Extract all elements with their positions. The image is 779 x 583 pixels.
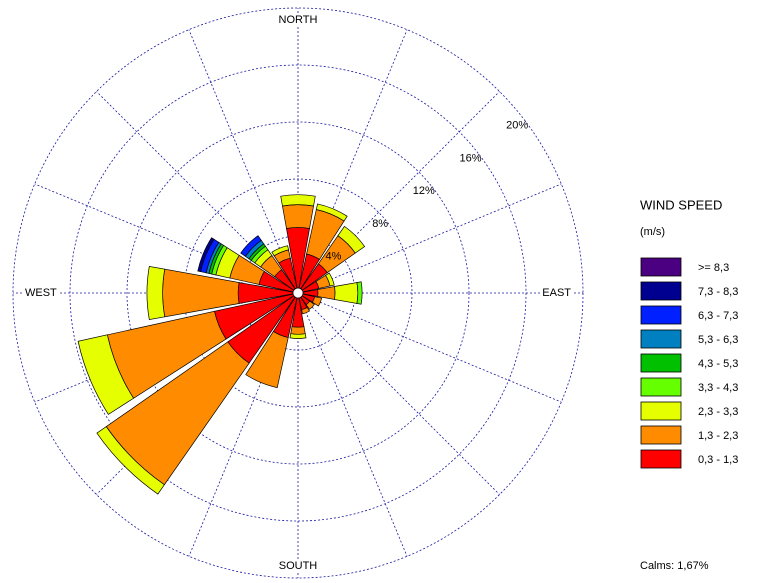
direction-label: EAST xyxy=(542,287,571,299)
spoke xyxy=(188,292,299,557)
spoke xyxy=(34,292,299,403)
spoke xyxy=(297,292,408,557)
ring-label: 12% xyxy=(413,185,435,197)
sector-segment xyxy=(240,235,262,257)
sector-segment xyxy=(337,225,366,254)
legend-swatch xyxy=(640,377,682,397)
legend-swatch xyxy=(640,305,682,325)
legend-swatch xyxy=(640,425,682,445)
legend-swatch xyxy=(640,353,682,373)
legend-swatch xyxy=(640,401,682,421)
sector-segment xyxy=(301,306,311,315)
sector-segment xyxy=(146,266,166,320)
sector-segment xyxy=(325,272,335,287)
calm-center xyxy=(292,287,304,299)
label-bg xyxy=(24,286,59,299)
legend-swatch xyxy=(640,257,682,277)
direction-label: SOUTH xyxy=(279,560,318,572)
sector-segment xyxy=(197,237,215,273)
sector-segment xyxy=(282,204,314,229)
sector-segment xyxy=(356,281,363,305)
sector-segment xyxy=(289,333,307,339)
legend-subtitle: (m/s) xyxy=(640,226,665,238)
legend-label: 5,3 - 6,3 xyxy=(698,334,738,346)
spoke xyxy=(34,183,299,294)
grid-ring xyxy=(126,121,470,465)
legend-label: 0,3 - 1,3 xyxy=(698,454,738,466)
direction-label: NORTH xyxy=(279,14,318,26)
spoke xyxy=(297,292,562,403)
label-bg xyxy=(277,559,319,572)
legend-label: 7,3 - 8,3 xyxy=(698,286,738,298)
sector-segment xyxy=(311,296,323,307)
sector-segment xyxy=(305,300,315,310)
calms-note: Calms: 1,67% xyxy=(640,560,709,572)
ring-label: 8% xyxy=(372,218,388,230)
legend-swatch xyxy=(640,281,682,301)
sector-segment xyxy=(245,330,289,389)
spoke xyxy=(96,91,299,294)
spoke xyxy=(297,183,562,294)
ring-label: 16% xyxy=(459,152,481,164)
sector-segment xyxy=(96,426,165,495)
legend-label: 1,3 - 2,3 xyxy=(698,430,738,442)
legend-label: 3,3 - 4,3 xyxy=(698,382,738,394)
spoke xyxy=(188,29,299,294)
legend-swatch xyxy=(640,329,682,349)
legend-title: WIND SPEED xyxy=(640,197,722,212)
label-bg xyxy=(277,13,319,26)
sector-segment xyxy=(271,245,289,257)
sector-segment xyxy=(290,326,306,335)
grid-ring xyxy=(12,7,584,579)
spoke xyxy=(297,29,408,294)
ring-label: 20% xyxy=(506,120,528,132)
sector-segment xyxy=(315,203,348,222)
ring-label: 4% xyxy=(326,251,342,263)
legend-label: 6,3 - 7,3 xyxy=(698,310,738,322)
sector-segment xyxy=(280,194,316,207)
direction-label: WEST xyxy=(25,287,57,299)
spoke xyxy=(297,91,500,294)
legend-swatch xyxy=(640,449,682,469)
label-bg xyxy=(541,286,573,299)
legend-label: >= 8,3 xyxy=(698,262,729,274)
spoke xyxy=(297,292,500,495)
legend-label: 4,3 - 5,3 xyxy=(698,358,738,370)
legend-label: 2,3 - 3,3 xyxy=(698,406,738,418)
grid-ring xyxy=(69,64,527,522)
sector-segment xyxy=(334,282,359,304)
